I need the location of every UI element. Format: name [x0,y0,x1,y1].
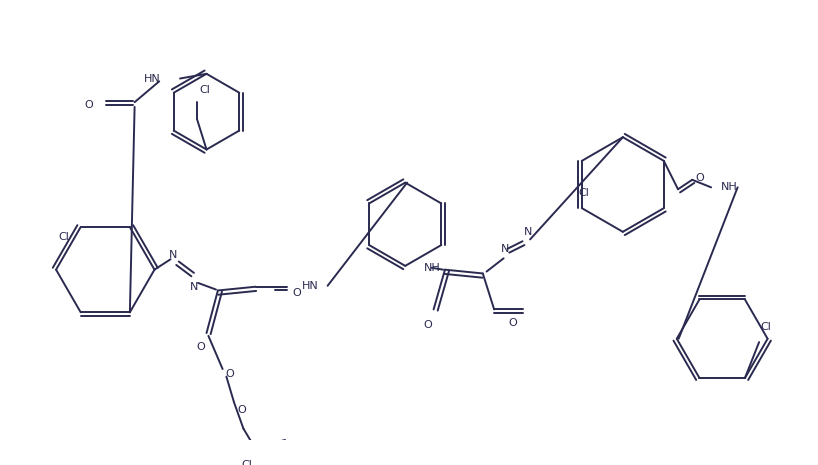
Text: N: N [524,227,533,237]
Text: Cl: Cl [242,459,253,465]
Text: N: N [190,282,199,292]
Text: Cl: Cl [200,85,210,95]
Text: O: O [292,288,301,299]
Text: Cl: Cl [760,322,771,332]
Text: NH: NH [721,182,737,193]
Text: N: N [501,244,510,254]
Text: O: O [196,342,205,352]
Text: NH: NH [425,263,441,273]
Text: HN: HN [302,281,319,291]
Text: O: O [84,100,93,110]
Text: Cl: Cl [578,188,589,198]
Text: O: O [226,369,235,379]
Text: O: O [695,173,704,183]
Text: O: O [424,319,432,330]
Text: N: N [169,250,178,259]
Text: Cl: Cl [58,232,69,241]
Text: O: O [237,405,246,415]
Text: O: O [509,318,518,328]
Text: HN: HN [144,73,161,84]
